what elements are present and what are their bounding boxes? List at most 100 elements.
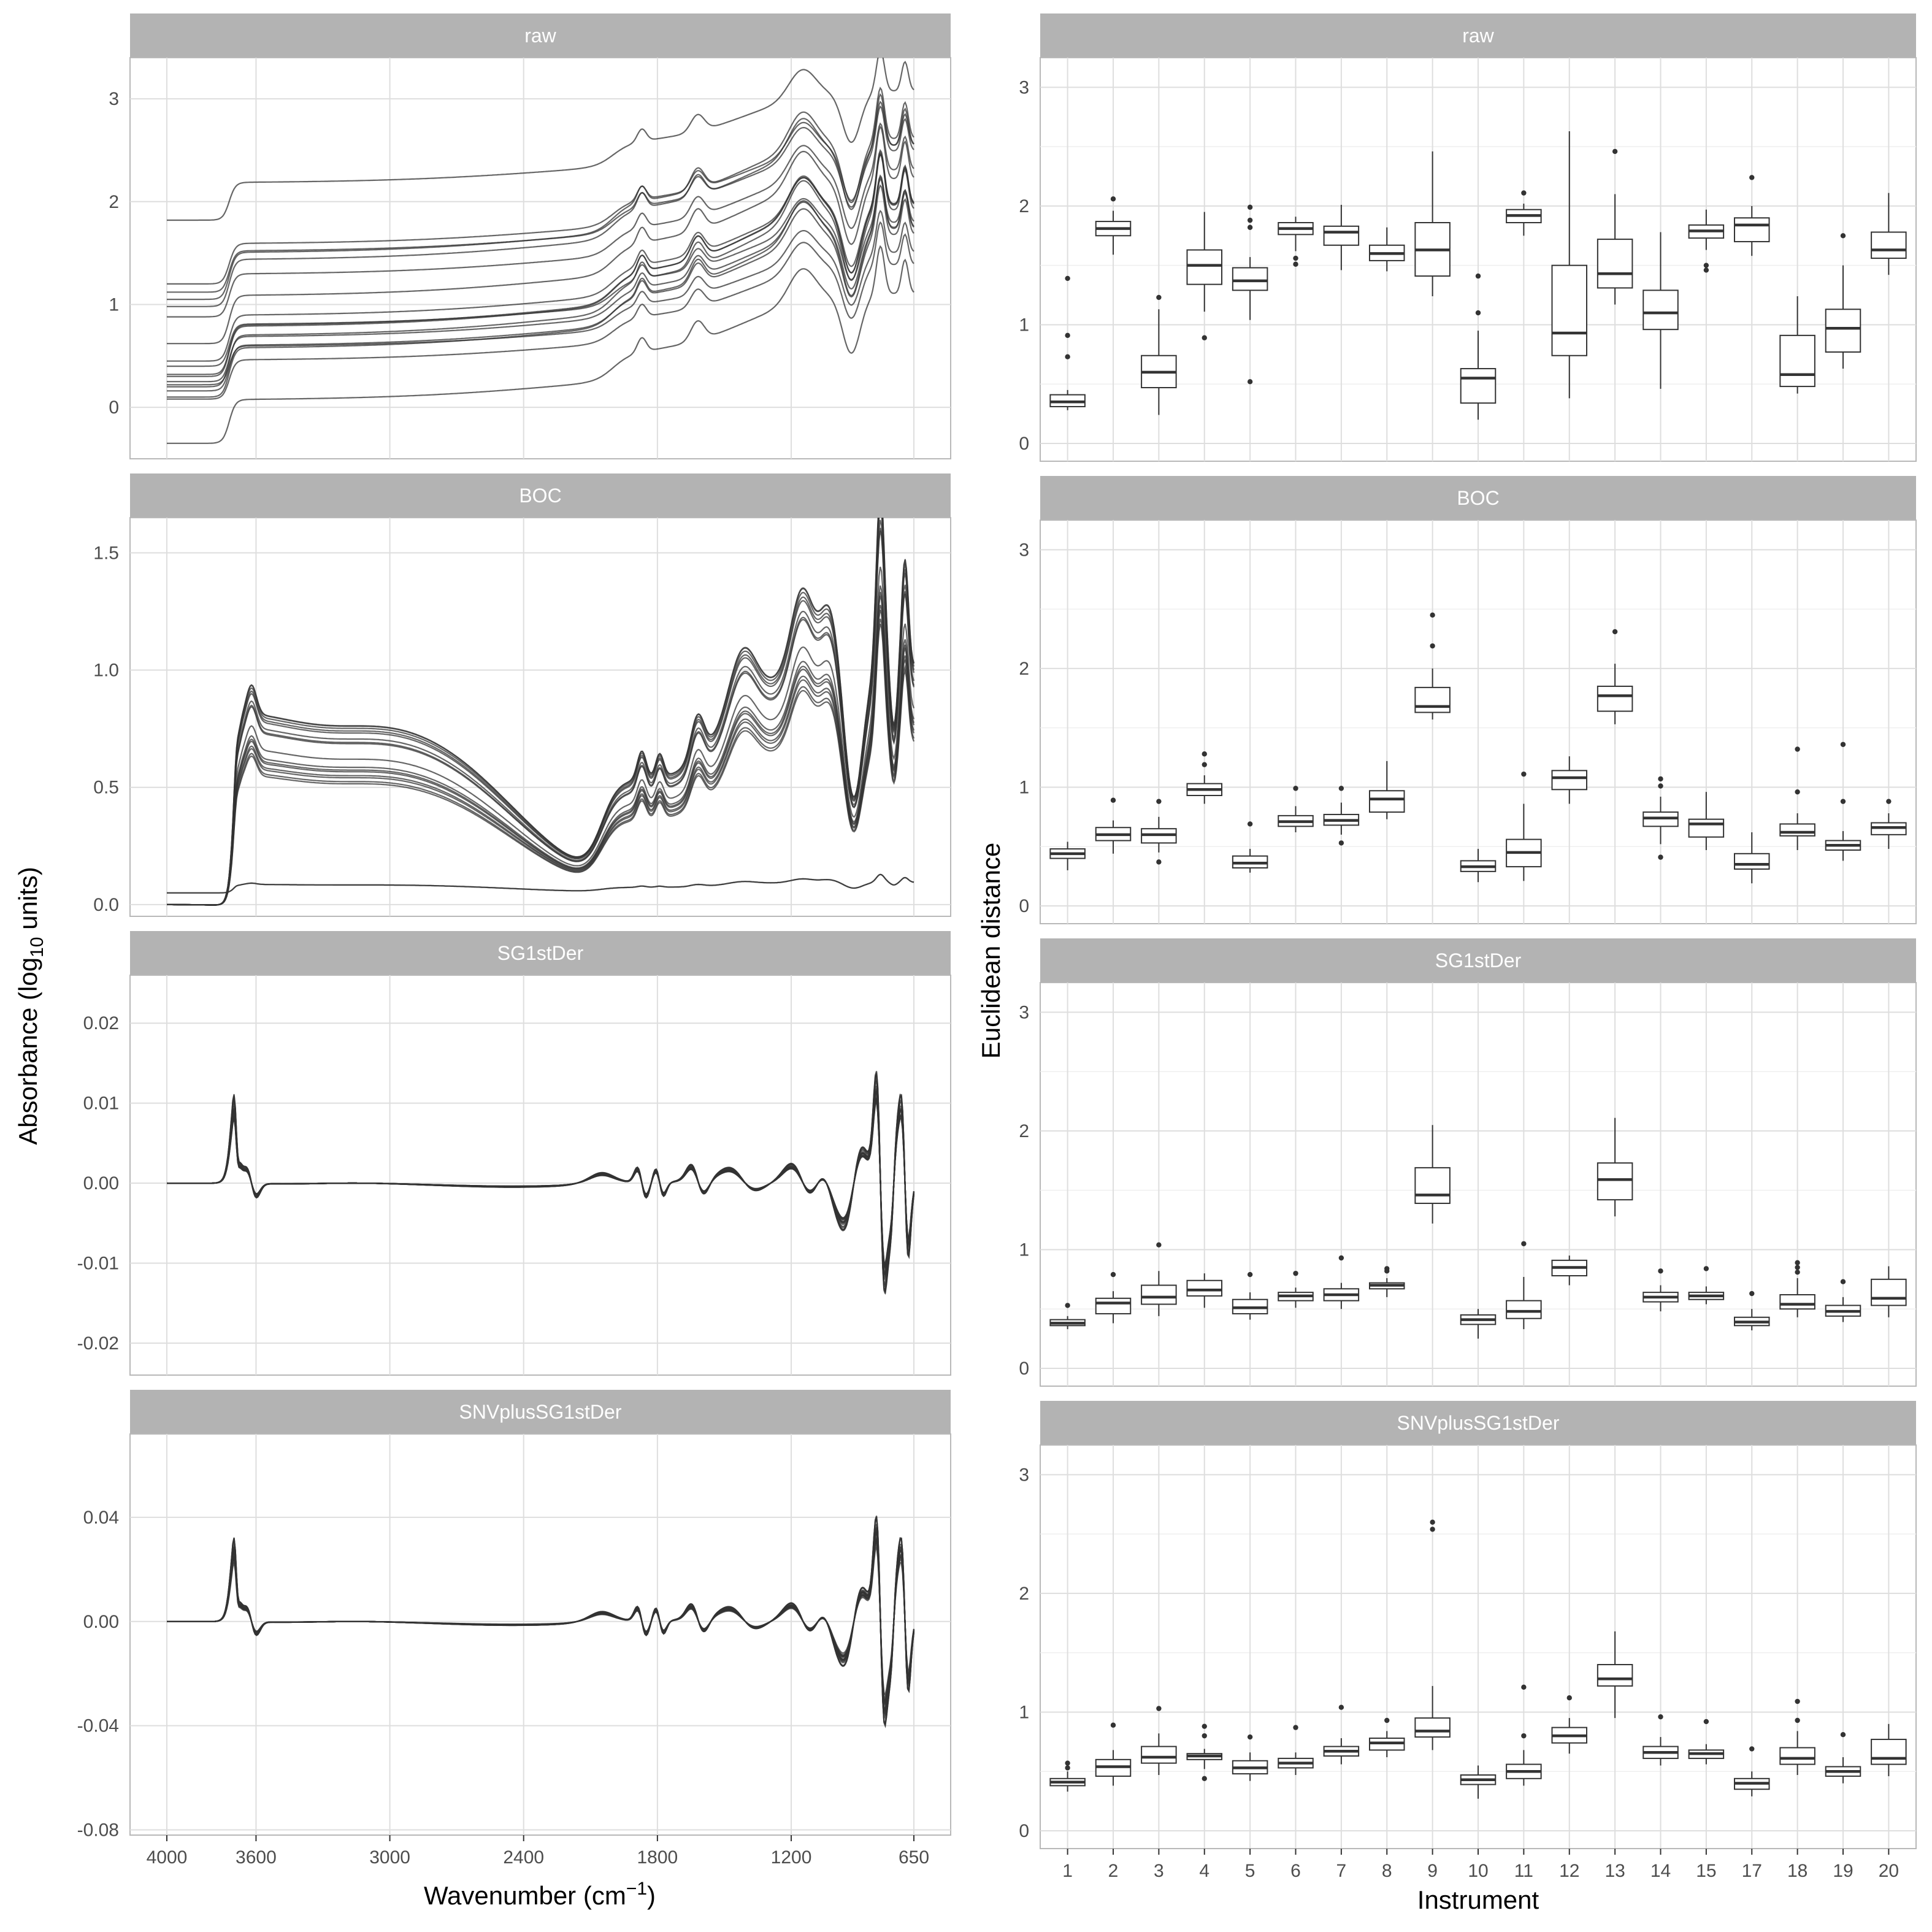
box-iqr: [1597, 685, 1633, 712]
box-instrument-13: [1597, 1631, 1633, 1719]
y-tick-label: 1: [1019, 315, 1029, 335]
x-tick-label: 6: [1290, 1861, 1301, 1881]
x-tick-label: 1200: [771, 1847, 812, 1868]
y-tick-label: 0.0: [93, 895, 119, 915]
box-iqr: [1779, 334, 1815, 388]
spectrum-line: [167, 1072, 915, 1295]
x-tick-label: 13: [1604, 1861, 1625, 1881]
box-iqr: [1460, 368, 1497, 404]
spectrum-line: [167, 527, 915, 906]
outlier-point: [1703, 1719, 1709, 1725]
right-y-axis-title: Euclidean distance: [976, 843, 1005, 1059]
box-instrument-12: [1551, 1255, 1588, 1286]
box-instrument-6: [1278, 786, 1314, 832]
box-iqr: [1095, 1297, 1132, 1314]
x-tick-label: 5: [1245, 1861, 1255, 1881]
box-instrument-14: [1643, 1714, 1679, 1766]
outlier-point: [1065, 275, 1070, 282]
y-tick-label: 0.02: [83, 1013, 119, 1033]
box-iqr: [1779, 1294, 1815, 1310]
box-instrument-5: [1232, 1734, 1268, 1781]
x-tick-label: 4000: [147, 1847, 188, 1868]
spectrum-line: [167, 623, 915, 906]
outlier-point: [1795, 789, 1800, 795]
y-tick-label: 0: [109, 397, 119, 418]
outlier-point: [1658, 783, 1663, 789]
outlier-point: [1202, 1733, 1207, 1739]
outlier-point: [1156, 799, 1162, 804]
distance-panel-BOC: BOC 0 1 2 3: [1019, 476, 1917, 924]
outlier-point: [1247, 204, 1253, 210]
outlier-point: [1749, 1290, 1755, 1297]
spectrum-line: [167, 596, 915, 906]
box-instrument-18: [1779, 746, 1815, 851]
outlier-point: [1795, 1270, 1800, 1275]
outlier-point: [1795, 746, 1800, 752]
outlier-point: [1293, 255, 1298, 261]
outlier-point: [1202, 335, 1207, 340]
box-instrument-19: [1825, 233, 1861, 369]
spectrum-line: [167, 101, 914, 285]
x-tick-label: 20: [1879, 1861, 1899, 1881]
spectra-panels: raw 0 1 2 3 BOC 0.0 0.5 1.0 1.5 SG1stDer -0.02 -0.01…: [77, 13, 951, 1868]
outlier-point: [1566, 1695, 1572, 1701]
outlier-point: [1156, 1242, 1162, 1248]
y-tick-label: 3: [1019, 1002, 1029, 1022]
outlier-point: [1703, 263, 1709, 268]
box-instrument-4: [1186, 751, 1223, 804]
left-y-axis-title: Absorbance (log10 units): [13, 867, 47, 1145]
box-iqr: [1551, 770, 1588, 791]
panel-strip-label: BOC: [519, 485, 561, 507]
left-x-axis-title: Wavenumber (cm−1): [424, 1879, 656, 1910]
box-instrument-2: [1095, 1722, 1132, 1786]
box-instrument-8: [1368, 227, 1405, 272]
box-instrument-14: [1643, 232, 1679, 389]
box-instrument-7: [1323, 204, 1360, 270]
panel-strip-label: BOC: [1457, 487, 1499, 509]
box-iqr: [1733, 217, 1770, 242]
left-y-axis-title-subscript: 10: [27, 937, 47, 957]
box-instrument-8: [1368, 1717, 1405, 1757]
y-tick-label: 1.5: [93, 543, 119, 563]
outlier-point: [1338, 1704, 1344, 1710]
box-instrument-2: [1095, 196, 1132, 255]
outlier-point: [1795, 1265, 1800, 1270]
box-instrument-4: [1186, 1723, 1223, 1782]
panel-strip-label: raw: [1462, 25, 1494, 47]
y-tick-label: 2: [1019, 659, 1029, 679]
outlier-point: [1065, 1765, 1070, 1771]
spectrum-line: [167, 518, 915, 906]
outlier-point: [1475, 273, 1481, 279]
spectrum-line: [167, 585, 915, 906]
left-x-axis-title-main: Wavenumber (cm: [424, 1881, 626, 1910]
box-instrument-14: [1643, 1268, 1679, 1312]
outlier-point: [1612, 629, 1618, 635]
y-tick-label: 3: [1019, 77, 1029, 98]
box-instrument-1: [1049, 275, 1086, 410]
y-tick-label: 0.04: [83, 1508, 119, 1528]
spectrum-line: [167, 174, 914, 398]
box-instrument-12: [1551, 131, 1588, 399]
y-tick-label: 2: [109, 192, 119, 212]
spectra-panel-raw: raw 0 1 2 3: [109, 13, 951, 459]
box-instrument-5: [1232, 821, 1268, 873]
panel-strip: [1040, 1401, 1916, 1445]
spectrum-line: [167, 58, 914, 221]
outlier-point: [1202, 751, 1207, 757]
box-instrument-20: [1871, 799, 1907, 849]
outlier-point: [1247, 379, 1253, 385]
box-instrument-15: [1688, 209, 1725, 273]
outlier-point: [1247, 1734, 1253, 1740]
outlier-point: [1840, 1279, 1846, 1284]
box-iqr: [1414, 1717, 1451, 1738]
outlier-point: [1156, 859, 1162, 865]
box-instrument-15: [1688, 1266, 1725, 1305]
box-instrument-19: [1825, 1732, 1861, 1784]
panel-strip: [130, 473, 951, 518]
outlier-point: [1703, 1266, 1709, 1271]
outlier-point: [1430, 1519, 1435, 1525]
spectrum-line: [167, 1532, 915, 1711]
y-tick-label: 0.00: [83, 1173, 119, 1194]
